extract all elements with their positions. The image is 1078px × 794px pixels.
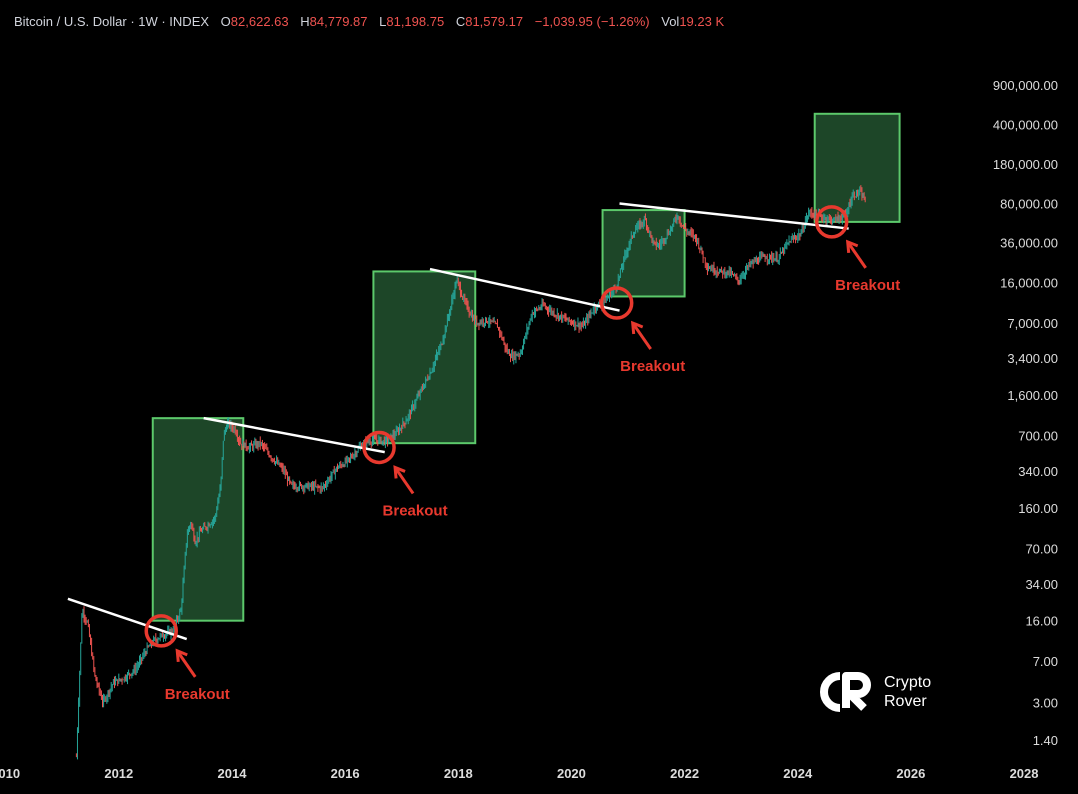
y-axis: 900,000.00 400,000.00 180,000.00 80,000.00 3… — [993, 78, 1058, 748]
x-axis: 2010 2012 2014 2016 2018 2020 2022 2024 2026 2028 — [0, 766, 1039, 781]
price-candles — [75, 185, 866, 760]
projection-boxes — [151, 112, 901, 622]
watermark-line-2: Rover — [884, 693, 927, 710]
volume-value: 19.23 K — [679, 14, 725, 29]
trendline-3 — [429, 267, 620, 312]
symbol-title: Bitcoin / U.S. Dollar · 1W · INDEX — [14, 14, 210, 29]
y-tick-label-6: 16,000.00 — [1000, 275, 1058, 290]
breakout-arrowhead-2 — [393, 465, 406, 479]
y-tick-label-8: 3,400.00 — [1007, 351, 1058, 366]
breakout-circle-1 — [144, 614, 178, 648]
x-tick-label-5: 2018 — [444, 766, 473, 781]
breakout-label-4: Breakout — [835, 277, 900, 294]
y-tick-label-2: 400,000.00 — [993, 118, 1058, 133]
trendline-4 — [619, 202, 849, 230]
breakout-arrow-3 — [631, 322, 652, 350]
low-label: L — [379, 14, 387, 29]
breakout-label-3: Breakout — [620, 358, 685, 375]
x-tick-label-7: 2022 — [670, 766, 699, 781]
y-tick-label-12: 160.00 — [1018, 501, 1058, 516]
x-tick-label-3: 2014 — [218, 766, 248, 781]
open-label: O — [220, 14, 231, 29]
y-tick-label-7: 7,000.00 — [1007, 316, 1058, 331]
projection-box-1 — [151, 417, 245, 622]
open-value: 82,622.63 — [230, 14, 289, 29]
breakout-circle-3 — [599, 286, 634, 320]
breakout-annotations: Breakout Breakout Breakout Breakout — [144, 205, 900, 703]
trend-lines — [67, 202, 849, 641]
x-tick-label-6: 2020 — [557, 766, 586, 781]
crypto-rover-logo-icon — [820, 672, 871, 712]
breakout-arrow-4 — [846, 241, 867, 269]
close-value: 81,579.17 — [465, 14, 524, 29]
breakout-arrow-2 — [393, 466, 415, 495]
y-tick-label-13: 70.00 — [1025, 541, 1058, 556]
high-value: 84,779.87 — [309, 14, 368, 29]
volume-label: Vol — [661, 14, 680, 29]
watermark-line-1: Crypto — [884, 674, 932, 691]
y-tick-label-4: 80,000.00 — [1000, 197, 1058, 212]
y-tick-label-16: 7.00 — [1033, 654, 1058, 669]
x-tick-label-2: 2012 — [104, 766, 133, 781]
y-tick-label-18: 1.40 — [1033, 733, 1058, 748]
y-tick-label-17: 3.00 — [1033, 696, 1058, 711]
breakout-label-1: Breakout — [165, 686, 230, 703]
trendline-2 — [203, 416, 385, 454]
breakout-arrowhead-3 — [630, 320, 644, 335]
projection-box-4 — [813, 112, 901, 223]
breakout-circle-2 — [362, 430, 396, 465]
x-tick-label-1: 2010 — [0, 766, 20, 781]
low-value: 81,198.75 — [386, 14, 445, 29]
x-tick-label-10: 2028 — [1010, 766, 1039, 781]
y-tick-label-5: 36,000.00 — [1000, 236, 1058, 251]
high-label: H — [300, 14, 310, 29]
y-tick-label-14: 34.00 — [1025, 577, 1058, 592]
close-label: C — [455, 14, 466, 29]
breakout-arrowhead-4 — [845, 239, 859, 254]
x-tick-label-4: 2016 — [331, 766, 360, 781]
crypto-rover-watermark: Crypto Rover — [820, 672, 931, 712]
y-tick-label-15: 16.00 — [1025, 614, 1058, 629]
breakout-label-2: Breakout — [383, 502, 448, 519]
change-value: −1,039.95 (−1.26%) — [534, 14, 650, 29]
y-tick-label-11: 340.00 — [1018, 464, 1058, 479]
trendline-1 — [67, 597, 188, 641]
x-tick-label-8: 2024 — [783, 766, 813, 781]
y-tick-label-10: 700.00 — [1018, 429, 1058, 444]
y-tick-label-9: 1,600.00 — [1007, 388, 1058, 403]
y-tick-label-3: 180,000.00 — [993, 157, 1058, 172]
breakout-circle-4 — [814, 205, 849, 239]
breakout-arrowhead-1 — [175, 648, 188, 662]
breakout-arrow-1 — [176, 650, 197, 678]
x-tick-label-9: 2026 — [896, 766, 925, 781]
symbol-header: Bitcoin / U.S. Dollar · 1W · INDEX O82,6… — [14, 14, 724, 29]
y-tick-label-1: 900,000.00 — [993, 78, 1058, 93]
projection-box-2 — [372, 270, 477, 445]
